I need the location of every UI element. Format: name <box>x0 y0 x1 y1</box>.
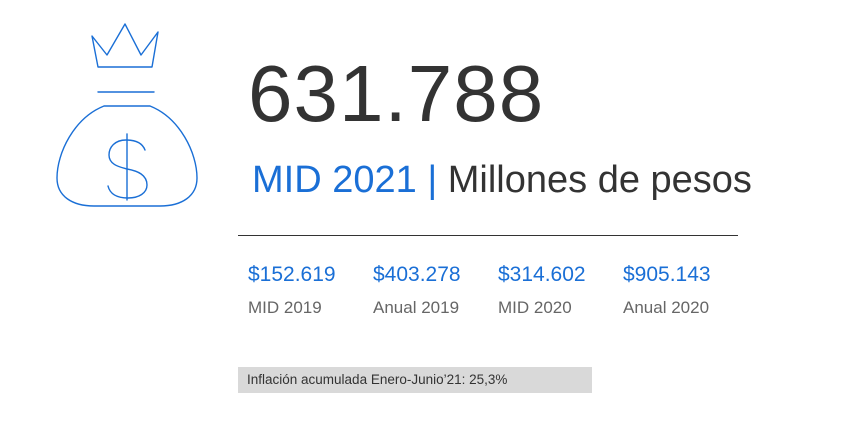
money-bag-icon <box>56 23 198 207</box>
divider <box>238 235 738 236</box>
stat-item: $314.602 MID 2020 <box>498 262 623 318</box>
stat-value: $403.278 <box>373 263 461 286</box>
stat-label: Anual 2019 <box>373 298 460 317</box>
stat-item: $905.143 Anual 2020 <box>623 262 748 318</box>
stat-label: MID 2019 <box>248 298 322 317</box>
stat-label: Anual 2020 <box>623 298 710 317</box>
stat-item: $152.619 MID 2019 <box>248 262 373 318</box>
stat-value: $314.602 <box>498 263 586 286</box>
stats-row: $152.619 MID 2019 $403.278 Anual 2019 $3… <box>248 262 748 318</box>
subtitle: MID 2021 | Millones de pesos <box>252 157 752 203</box>
stat-item: $403.278 Anual 2019 <box>373 262 498 318</box>
period-label: MID 2021 <box>252 159 417 201</box>
unit-label: Millones de pesos <box>447 159 752 201</box>
inflation-note: Inflación acumulada Enero-Junio’21: 25,3… <box>238 367 592 393</box>
separator: | <box>427 159 438 201</box>
stat-value: $905.143 <box>623 263 711 286</box>
main-value: 631.788 <box>248 49 545 138</box>
stat-label: MID 2020 <box>498 298 572 317</box>
stat-value: $152.619 <box>248 263 336 286</box>
